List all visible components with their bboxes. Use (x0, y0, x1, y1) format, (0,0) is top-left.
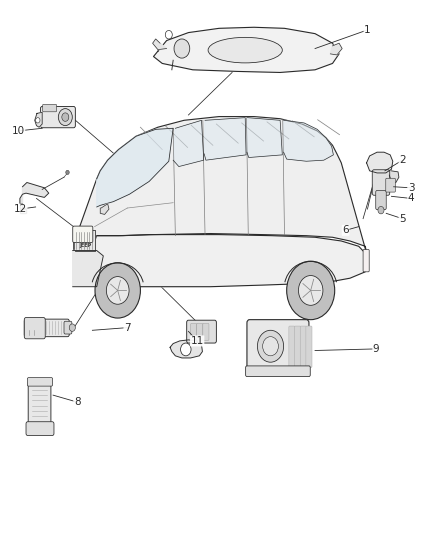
FancyBboxPatch shape (191, 324, 197, 341)
Circle shape (378, 206, 384, 214)
Text: 8: 8 (74, 397, 81, 407)
FancyBboxPatch shape (376, 190, 386, 209)
FancyBboxPatch shape (372, 169, 390, 195)
Polygon shape (247, 118, 283, 158)
Text: 9: 9 (373, 344, 379, 354)
Polygon shape (367, 152, 393, 173)
Circle shape (180, 343, 191, 356)
Polygon shape (152, 39, 166, 50)
Text: JEEP: JEEP (80, 243, 92, 248)
FancyBboxPatch shape (40, 107, 75, 128)
FancyBboxPatch shape (246, 366, 310, 376)
Circle shape (287, 261, 335, 320)
Circle shape (66, 170, 69, 174)
FancyBboxPatch shape (26, 422, 54, 435)
Polygon shape (170, 340, 202, 358)
FancyBboxPatch shape (294, 326, 300, 368)
FancyBboxPatch shape (386, 178, 396, 192)
Circle shape (106, 277, 129, 304)
FancyBboxPatch shape (73, 226, 93, 243)
Text: 11: 11 (191, 336, 204, 346)
FancyBboxPatch shape (24, 318, 45, 339)
Polygon shape (173, 120, 204, 166)
Circle shape (95, 263, 141, 318)
Text: 7: 7 (124, 322, 131, 333)
FancyBboxPatch shape (28, 381, 51, 429)
FancyBboxPatch shape (363, 249, 369, 272)
Polygon shape (204, 118, 246, 160)
Text: 2: 2 (399, 155, 406, 165)
Polygon shape (284, 120, 333, 161)
Polygon shape (74, 117, 367, 268)
Text: 4: 4 (408, 193, 414, 204)
FancyBboxPatch shape (24, 319, 69, 337)
Polygon shape (20, 182, 49, 204)
Circle shape (174, 39, 190, 58)
Polygon shape (75, 230, 95, 251)
FancyBboxPatch shape (64, 321, 72, 334)
Text: 5: 5 (399, 214, 406, 224)
Text: 12: 12 (14, 204, 27, 214)
Ellipse shape (208, 37, 283, 63)
Circle shape (263, 337, 279, 356)
FancyBboxPatch shape (197, 324, 203, 341)
FancyBboxPatch shape (300, 326, 306, 368)
Polygon shape (20, 204, 26, 213)
FancyBboxPatch shape (27, 377, 53, 386)
FancyBboxPatch shape (247, 320, 309, 373)
Text: 3: 3 (408, 183, 414, 193)
FancyBboxPatch shape (289, 326, 295, 368)
Text: 10: 10 (11, 126, 25, 136)
Circle shape (258, 330, 284, 362)
Polygon shape (153, 27, 339, 72)
Polygon shape (35, 112, 42, 127)
Polygon shape (74, 235, 367, 287)
Polygon shape (389, 171, 399, 182)
Text: 6: 6 (343, 225, 349, 236)
Circle shape (35, 118, 40, 123)
Polygon shape (100, 204, 109, 214)
FancyBboxPatch shape (42, 104, 57, 112)
FancyBboxPatch shape (306, 326, 312, 368)
Circle shape (62, 113, 69, 122)
FancyBboxPatch shape (187, 320, 216, 343)
Circle shape (298, 276, 323, 305)
Text: 1: 1 (364, 25, 371, 35)
Circle shape (165, 30, 172, 39)
Polygon shape (73, 251, 103, 287)
Circle shape (58, 109, 72, 126)
Circle shape (69, 324, 75, 332)
Polygon shape (330, 43, 342, 55)
FancyBboxPatch shape (203, 324, 209, 341)
Polygon shape (97, 128, 173, 207)
